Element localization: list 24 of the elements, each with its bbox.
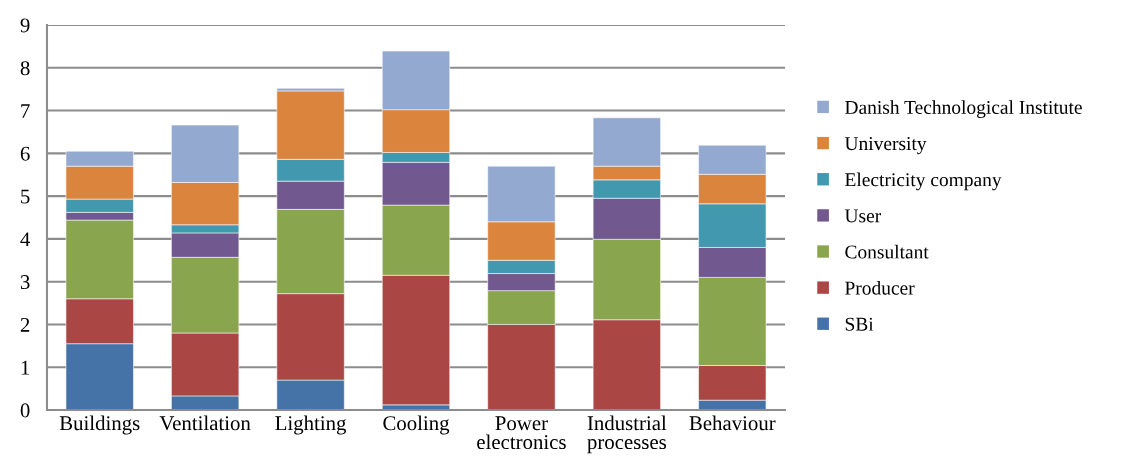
x-tick-label: Behaviour xyxy=(689,415,776,431)
legend-label: SBi xyxy=(845,317,874,331)
legend-label: Danish Technological Institute xyxy=(845,100,1082,118)
x-tick-label: Power electronics xyxy=(477,416,566,450)
y-tick-label: 3 xyxy=(20,275,30,290)
legend-label: Producer xyxy=(845,280,915,295)
legend-label: Electricity company xyxy=(845,172,1002,191)
x-tick-label: Industrial processes xyxy=(587,415,667,454)
y-tick-label: 1 xyxy=(21,360,30,375)
y-tick-label: 9 xyxy=(20,18,30,33)
y-tick-label: 5 xyxy=(21,189,30,204)
legend-label: Consultant xyxy=(845,244,929,259)
x-tick-label: Ventilation xyxy=(159,415,251,431)
x-tick-label: Buildings xyxy=(59,415,140,435)
y-tick-label: 0 xyxy=(20,403,30,418)
x-tick-label: Lighting xyxy=(275,415,347,435)
y-tick-label: 4 xyxy=(20,232,31,247)
y-tick-label: 7 xyxy=(21,104,30,118)
y-tick-label: 2 xyxy=(20,317,30,332)
legend-label: User xyxy=(844,209,882,223)
y-tick-label: 6 xyxy=(20,146,30,161)
x-tick-label: Cooling xyxy=(383,415,450,435)
y-tick-label: 8 xyxy=(20,61,30,76)
legend-label: University xyxy=(844,137,927,155)
